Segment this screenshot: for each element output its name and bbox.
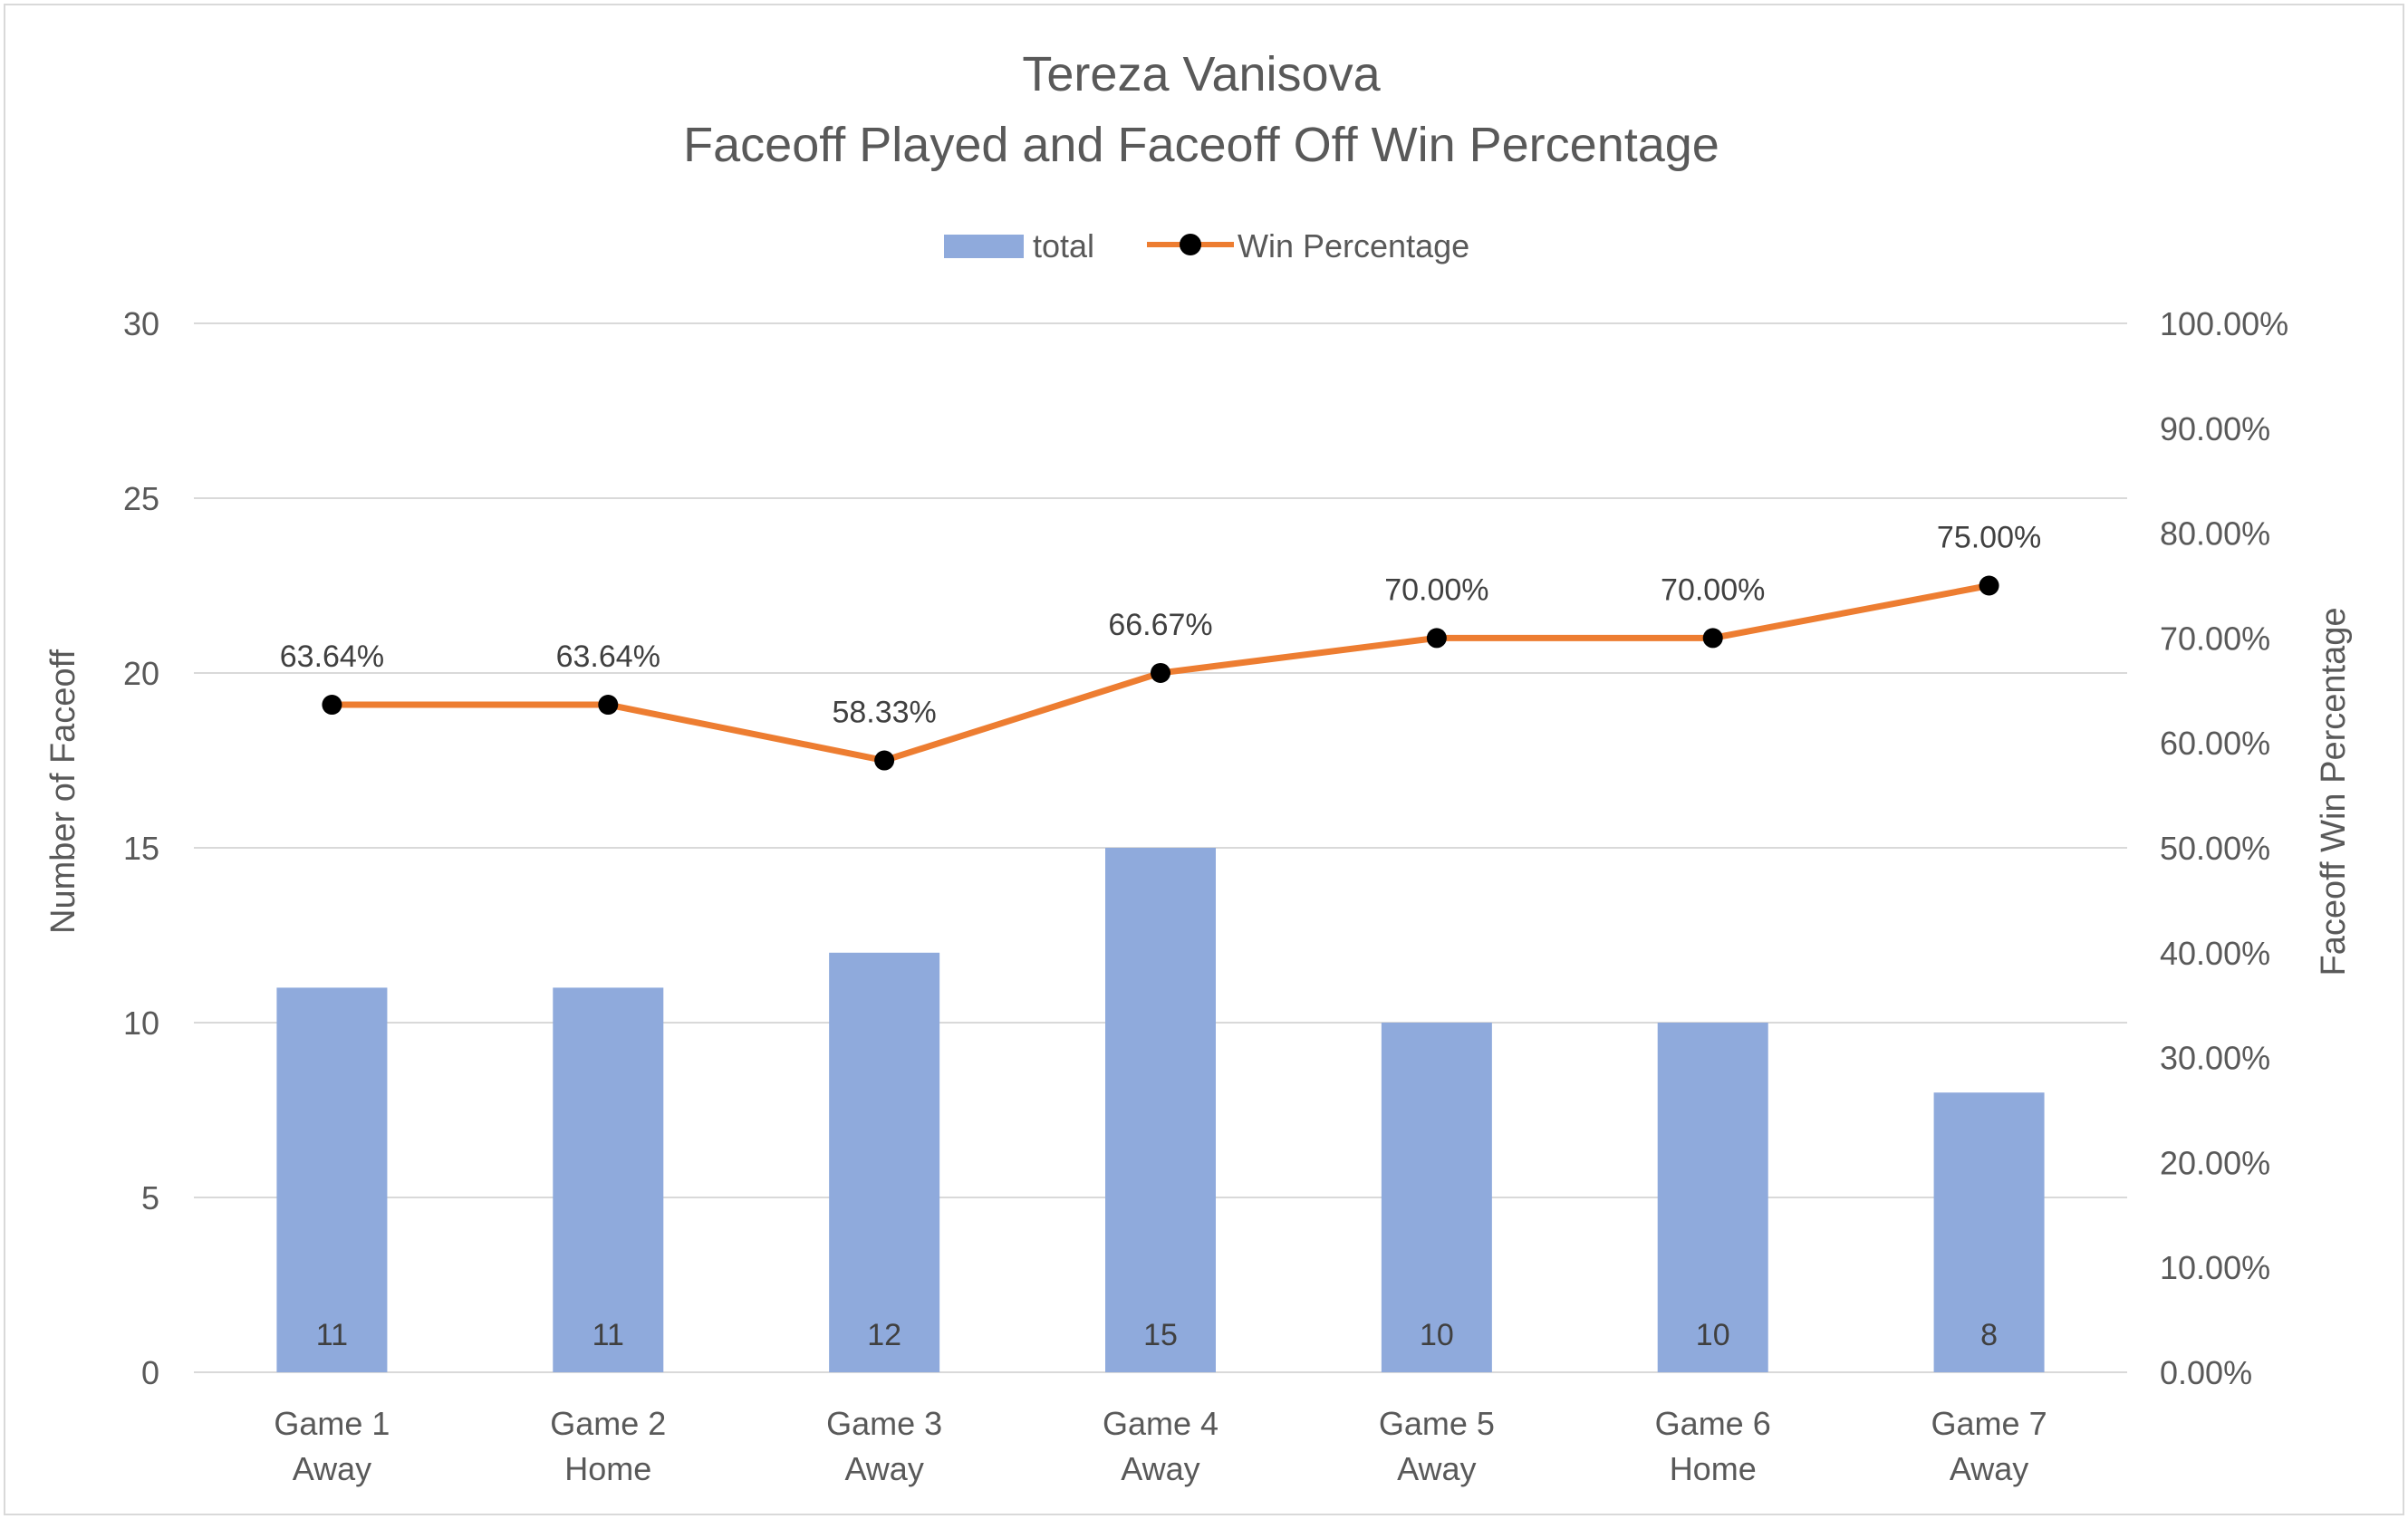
y2-tick-label: 100.00% (2160, 305, 2288, 342)
y2-tick-label: 30.00% (2160, 1040, 2270, 1077)
y2-tick-label: 90.00% (2160, 410, 2270, 447)
bar (1933, 1092, 2045, 1372)
y2-tick-label: 60.00% (2160, 725, 2270, 762)
y2-tick-label: 50.00% (2160, 830, 2270, 867)
y2-tick-label: 0.00% (2160, 1354, 2252, 1391)
line-data-label: 66.67% (1108, 608, 1212, 642)
x-tick-label-line: Away (1950, 1450, 2028, 1487)
legend: total Win Percentage (944, 227, 1469, 264)
line-data-label: 63.64% (280, 639, 384, 674)
y-tick-label: 30 (123, 305, 159, 342)
x-tick-label-line: Game 2 (550, 1405, 666, 1442)
y2-tick-label: 40.00% (2160, 935, 2270, 972)
x-tick-label: Game 1 Away (274, 1405, 390, 1487)
x-tick-label: Game 5 Away (1379, 1405, 1495, 1487)
x-axis: Game 1 Away Game 2 Home Game 3 Away Game 4 Away… (274, 1405, 2047, 1487)
line-point (1979, 575, 1999, 596)
x-tick-label-line: Away (844, 1450, 923, 1487)
line-point (1151, 662, 1170, 683)
y-tick-label: 5 (141, 1179, 159, 1216)
bar (1105, 848, 1216, 1372)
x-tick-label: Game 3 Away (826, 1405, 942, 1487)
x-tick-label-line: Home (1670, 1450, 1757, 1487)
bar-data-label: 10 (1420, 1318, 1454, 1352)
x-tick-label: Game 2 Home (550, 1405, 666, 1487)
x-tick-label-line: Home (564, 1450, 651, 1487)
x-tick-label-line: Game 4 (1103, 1405, 1218, 1442)
line-point (1702, 628, 1723, 649)
x-tick-label-line: Game 3 (826, 1405, 942, 1442)
y-tick-label: 25 (123, 480, 159, 517)
y2-tick-label: 70.00% (2160, 620, 2270, 657)
y2-tick-label: 10.00% (2160, 1249, 2270, 1286)
bar (276, 987, 388, 1372)
y-tick-label: 20 (123, 655, 159, 692)
bar (1381, 1023, 1492, 1372)
x-tick-label-line: Away (1121, 1450, 1199, 1487)
x-tick-label-line: Game 5 (1379, 1405, 1495, 1442)
bar-data-label: 11 (592, 1318, 624, 1352)
y-axis-title: Number of Faceoff (44, 649, 82, 934)
y2-tick-label: 20.00% (2160, 1144, 2270, 1181)
bar-series-total: 11 11 12 15 10 10 8 (276, 848, 2045, 1372)
chart-title-line-1: Tereza Vanisova (1022, 47, 1381, 101)
x-tick-label-line: Game 1 (274, 1405, 390, 1442)
line-point (874, 750, 895, 771)
bar (829, 952, 940, 1372)
y2-axis-title: Faceoff Win Percentage (2315, 608, 2353, 976)
legend-label-win-percentage: Win Percentage (1238, 227, 1469, 264)
bar-data-label: 8 (1980, 1318, 1998, 1352)
line-point (598, 695, 619, 716)
x-tick-label-line: Away (293, 1450, 371, 1487)
chart-title: Tereza Vanisova Faceoff Played and Faceo… (683, 47, 1719, 172)
bar-data-label: 10 (1696, 1318, 1730, 1352)
bar (1657, 1023, 1768, 1372)
x-tick-label-line: Away (1397, 1450, 1476, 1487)
line-data-label: 70.00% (1384, 572, 1488, 607)
bar-data-label: 12 (867, 1318, 901, 1352)
x-tick-label: Game 7 Away (1931, 1405, 2047, 1487)
legend-swatch-total (944, 235, 1024, 258)
x-tick-label: Game 4 Away (1103, 1405, 1218, 1487)
chart-svg: Tereza Vanisova Faceoff Played and Faceo… (44, 47, 2353, 1487)
x-tick-label-line: Game 6 (1655, 1405, 1771, 1442)
line-data-label: 58.33% (832, 696, 936, 730)
y-axis-left: 0 5 10 15 20 25 30 (123, 305, 159, 1391)
bar-data-label: 11 (316, 1318, 348, 1352)
bar (553, 987, 664, 1372)
y-tick-label: 10 (123, 1005, 159, 1042)
line-data-label: 70.00% (1661, 572, 1765, 607)
line-point (1426, 628, 1447, 649)
y2-tick-label: 80.00% (2160, 515, 2270, 553)
legend-label-total: total (1033, 227, 1094, 264)
y-tick-label: 15 (123, 830, 159, 867)
line-data-label: 75.00% (1937, 521, 2041, 555)
bar-data-label: 15 (1143, 1318, 1178, 1352)
x-tick-label-line: Game 7 (1931, 1405, 2047, 1442)
chart-frame: Tereza Vanisova Faceoff Played and Faceo… (4, 4, 2404, 1515)
x-tick-label: Game 6 Home (1655, 1405, 1771, 1487)
line-data-label: 63.64% (556, 639, 660, 674)
line-series-win-percentage: 63.64% 63.64% 58.33% 66.67% 70.00% 70.00% 75.0… (280, 521, 2041, 771)
line-point (322, 695, 342, 716)
y-tick-label: 0 (141, 1354, 159, 1391)
y-axis-right: 0.00% 10.00% 20.00% 30.00% 40.00% 50.00% 60.00… (2160, 305, 2288, 1391)
chart-title-line-2: Faceoff Played and Faceoff Off Win Perce… (683, 118, 1719, 172)
legend-marker-win-percentage (1180, 234, 1201, 255)
